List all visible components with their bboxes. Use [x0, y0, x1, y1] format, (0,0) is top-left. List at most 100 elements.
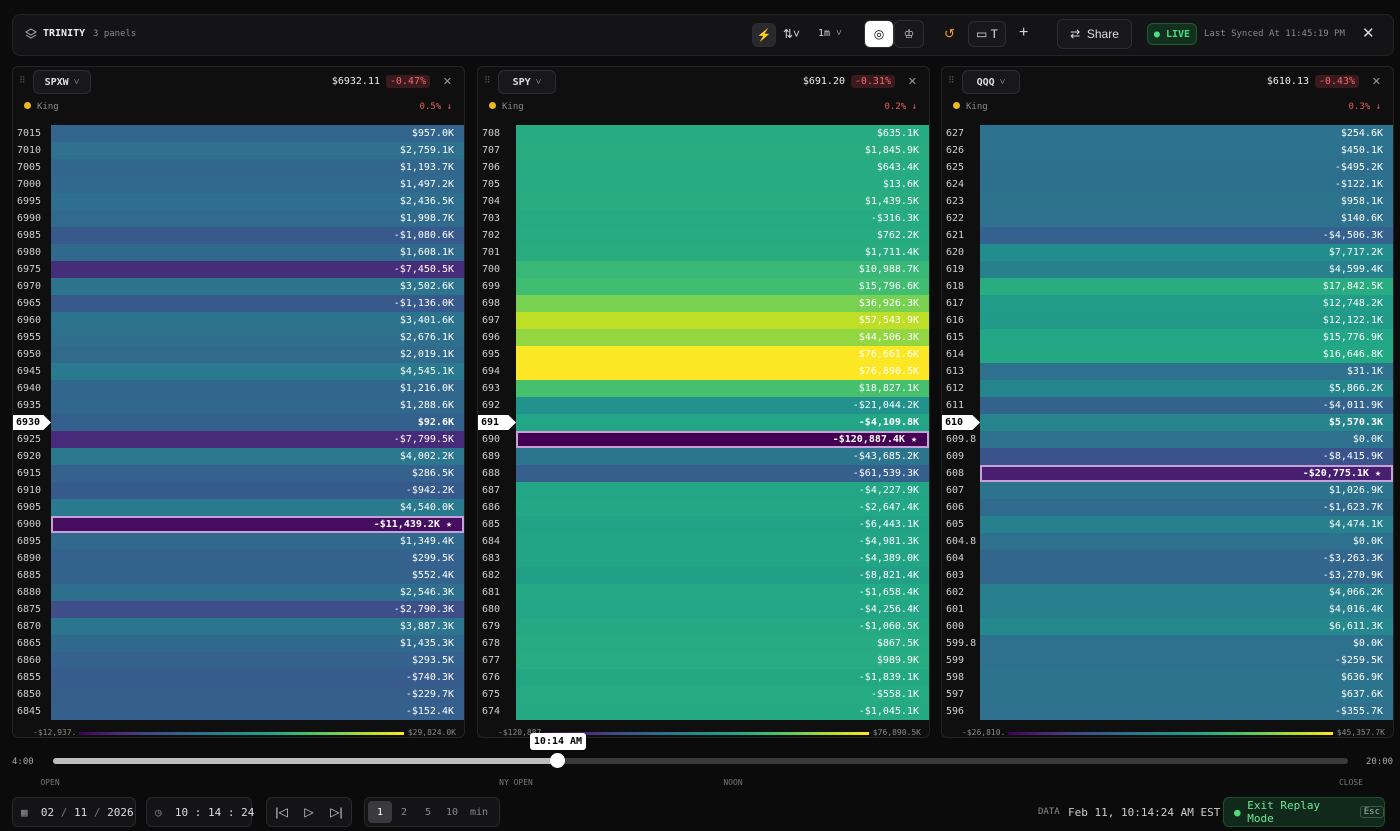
- heat-cell[interactable]: $254.6K: [980, 125, 1393, 142]
- heat-cell[interactable]: -$495.2K: [980, 159, 1393, 176]
- heat-cell[interactable]: $1,439.5K: [516, 193, 929, 210]
- heat-cell[interactable]: $2,759.1K: [51, 142, 464, 159]
- drag-handle[interactable]: ⠿: [484, 75, 491, 85]
- heat-cell[interactable]: $1,193.7K: [51, 159, 464, 176]
- heat-cell[interactable]: $12,122.1K: [980, 312, 1393, 329]
- heat-cell[interactable]: -$4,981.3K: [516, 533, 929, 550]
- heat-cell[interactable]: $92.6K: [51, 414, 464, 431]
- heat-cell[interactable]: -$3,270.9K: [980, 567, 1393, 584]
- heat-cell[interactable]: -$4,256.4K: [516, 601, 929, 618]
- drag-handle[interactable]: ⠿: [19, 75, 26, 85]
- heat-cell[interactable]: $1,497.2K: [51, 176, 464, 193]
- heat-cell[interactable]: $0.0K: [980, 635, 1393, 652]
- speed-option[interactable]: 1: [368, 801, 392, 823]
- heat-cell[interactable]: -$20,775.1K ★: [980, 465, 1393, 482]
- heat-cell[interactable]: -$355.7K: [980, 703, 1393, 720]
- heat-cell[interactable]: -$740.3K: [51, 669, 464, 686]
- heat-cell[interactable]: -$316.3K: [516, 210, 929, 227]
- time-input[interactable]: ◷ 10 : 14 : 24: [146, 797, 254, 827]
- heat-cell[interactable]: $57,543.9K: [516, 312, 929, 329]
- heat-cell[interactable]: -$4,011.9K: [980, 397, 1393, 414]
- close-button[interactable]: ✕: [1362, 25, 1375, 42]
- heat-cell[interactable]: $552.4K: [51, 567, 464, 584]
- heat-cell[interactable]: $3,887.3K: [51, 618, 464, 635]
- speed-option[interactable]: 2: [400, 806, 408, 818]
- share-button[interactable]: ⇄ Share: [1057, 19, 1132, 49]
- heat-cell[interactable]: -$1,623.7K: [980, 499, 1393, 516]
- heat-cell[interactable]: $140.6K: [980, 210, 1393, 227]
- heat-cell[interactable]: $5,570.3K: [980, 414, 1393, 431]
- sort-button[interactable]: ⇅˅: [783, 27, 801, 41]
- heat-cell[interactable]: -$8,821.4K: [516, 567, 929, 584]
- speed-option[interactable]: 5: [424, 806, 432, 818]
- heat-cell[interactable]: $286.5K: [51, 465, 464, 482]
- heat-cell[interactable]: -$61,539.3K: [516, 465, 929, 482]
- heat-cell[interactable]: $4,474.1K: [980, 516, 1393, 533]
- heat-cell[interactable]: $2,019.1K: [51, 346, 464, 363]
- heat-cell[interactable]: $4,066.2K: [980, 584, 1393, 601]
- heat-cell[interactable]: -$1,136.0K: [51, 295, 464, 312]
- heat-cell[interactable]: $16,646.8K: [980, 346, 1393, 363]
- heat-cell[interactable]: $76,661.6K: [516, 346, 929, 363]
- target-button[interactable]: ◎: [864, 20, 894, 48]
- heat-cell[interactable]: -$6,443.1K: [516, 516, 929, 533]
- heat-cell[interactable]: $15,796.6K: [516, 278, 929, 295]
- heat-cell[interactable]: $1,435.3K: [51, 635, 464, 652]
- heat-cell[interactable]: -$1,080.6K: [51, 227, 464, 244]
- step-back[interactable]: |◁: [275, 805, 288, 819]
- heat-cell[interactable]: $293.5K: [51, 652, 464, 669]
- heat-cell[interactable]: -$8,415.9K: [980, 448, 1393, 465]
- heat-cell[interactable]: $2,436.5K: [51, 193, 464, 210]
- heat-cell[interactable]: -$4,506.3K: [980, 227, 1393, 244]
- heat-cell[interactable]: $7,717.2K: [980, 244, 1393, 261]
- heat-cell[interactable]: -$558.1K: [516, 686, 929, 703]
- heat-cell[interactable]: $4,540.0K: [51, 499, 464, 516]
- heat-cell[interactable]: -$3,263.3K: [980, 550, 1393, 567]
- panel-close[interactable]: ✕: [907, 76, 917, 88]
- heat-cell[interactable]: $637.6K: [980, 686, 1393, 703]
- heat-cell[interactable]: $3,401.6K: [51, 312, 464, 329]
- heat-cell[interactable]: $44,506.3K: [516, 329, 929, 346]
- add-button[interactable]: +: [1019, 24, 1029, 41]
- heat-cell[interactable]: -$1,045.1K: [516, 703, 929, 720]
- symbol-select[interactable]: SPY ˅: [498, 70, 556, 94]
- heat-cell[interactable]: $1,845.9K: [516, 142, 929, 159]
- speed-option[interactable]: 10: [445, 806, 459, 818]
- heat-cell[interactable]: -$2,790.3K: [51, 601, 464, 618]
- crown-button[interactable]: ♔: [894, 20, 924, 48]
- play[interactable]: ▷: [304, 805, 314, 819]
- flash-button[interactable]: ⚡: [752, 23, 776, 47]
- heat-cell[interactable]: $4,545.1K: [51, 363, 464, 380]
- timeline-thumb[interactable]: [550, 753, 565, 768]
- heat-cell[interactable]: $1,349.4K: [51, 533, 464, 550]
- heat-cell[interactable]: $76,890.5K: [516, 363, 929, 380]
- symbol-select[interactable]: SPXW ˅: [33, 70, 91, 94]
- panel-close[interactable]: ✕: [442, 76, 452, 88]
- heat-cell[interactable]: $299.5K: [51, 550, 464, 567]
- heat-cell[interactable]: $1,026.9K: [980, 482, 1393, 499]
- heat-cell[interactable]: $17,842.5K: [980, 278, 1393, 295]
- heat-cell[interactable]: -$4,389.0K: [516, 550, 929, 567]
- heat-cell[interactable]: -$122.1K: [980, 176, 1393, 193]
- interval-button[interactable]: 1m ˅: [818, 28, 842, 39]
- heat-cell[interactable]: $450.1K: [980, 142, 1393, 159]
- heat-cell[interactable]: $957.0K: [51, 125, 464, 142]
- step-forward[interactable]: ▷|: [330, 805, 343, 819]
- heat-cell[interactable]: $6,611.3K: [980, 618, 1393, 635]
- heat-cell[interactable]: $2,676.1K: [51, 329, 464, 346]
- heat-cell[interactable]: $18,827.1K: [516, 380, 929, 397]
- heat-cell[interactable]: $10,988.7K: [516, 261, 929, 278]
- heat-cell[interactable]: $1,216.0K: [51, 380, 464, 397]
- heat-cell[interactable]: -$11,439.2K ★: [51, 516, 464, 533]
- heat-cell[interactable]: $2,546.3K: [51, 584, 464, 601]
- heat-cell[interactable]: $36,926.3K: [516, 295, 929, 312]
- layout-button[interactable]: ▭ T: [968, 21, 1006, 47]
- heat-cell[interactable]: -$21,044.2K: [516, 397, 929, 414]
- heat-cell[interactable]: $1,288.6K: [51, 397, 464, 414]
- heat-cell[interactable]: $636.9K: [980, 669, 1393, 686]
- heat-cell[interactable]: $635.1K: [516, 125, 929, 142]
- heat-cell[interactable]: -$942.2K: [51, 482, 464, 499]
- heat-cell[interactable]: $1,998.7K: [51, 210, 464, 227]
- heat-cell[interactable]: -$152.4K: [51, 703, 464, 720]
- date-input[interactable]: ▦ 02 / 11 / 2026: [12, 797, 136, 827]
